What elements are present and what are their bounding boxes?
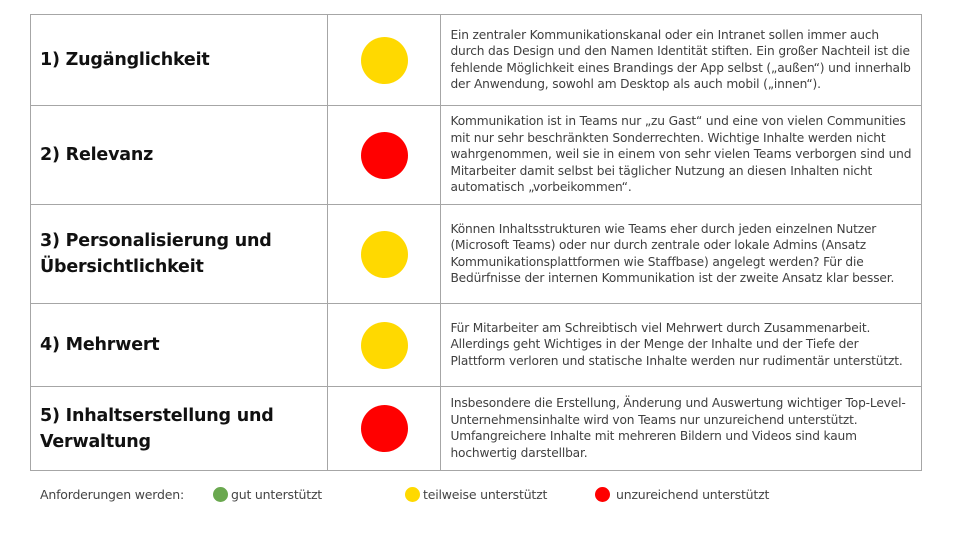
requirement-title-cell: 1) Zugänglichkeit xyxy=(29,14,329,106)
legend-item-label: unzureichend unterstützt xyxy=(616,487,770,502)
status-cell xyxy=(327,105,442,205)
legend-label: Anforderungen werden: xyxy=(40,487,184,502)
yellow-circle-icon xyxy=(405,487,420,502)
legend-item-good: gut unterstützt xyxy=(213,487,322,502)
table-row: 5) Inhaltserstellung und Verwaltung Insb… xyxy=(29,386,922,471)
description-cell: Insbesondere die Erstellung, Änderung un… xyxy=(440,386,922,471)
legend-item-label: teilweise unterstützt xyxy=(423,487,548,502)
table-row: 1) Zugänglichkeit Ein zentraler Kommunik… xyxy=(29,14,922,106)
description-cell: Können Inhaltsstrukturen wie Teams eher … xyxy=(440,204,922,304)
status-cell xyxy=(327,386,442,471)
table-row: 4) Mehrwert Für Mitarbeiter am Schreibti… xyxy=(29,303,922,387)
red-circle-icon xyxy=(595,487,610,502)
requirement-title-cell: 5) Inhaltserstellung und Verwaltung xyxy=(29,386,329,471)
status-cell xyxy=(327,204,442,304)
requirement-description: Kommunikation ist in Teams nur „zu Gast“… xyxy=(450,114,912,195)
requirement-title: 2) Relevanz xyxy=(40,145,154,165)
requirement-title-cell: 2) Relevanz xyxy=(29,105,329,205)
yellow-circle-icon xyxy=(360,230,408,278)
yellow-circle-icon xyxy=(360,36,408,84)
status-cell xyxy=(327,303,442,387)
requirement-title-cell: 3) Personalisierung und Übersichtlichkei… xyxy=(29,204,329,304)
description-cell: Ein zentraler Kommunikationskanal oder e… xyxy=(440,14,922,106)
green-circle-icon xyxy=(213,487,228,502)
requirement-description: Ein zentraler Kommunikationskanal oder e… xyxy=(450,27,911,92)
legend-item-insufficient: unzureichend unterstützt xyxy=(595,487,769,502)
description-cell: Für Mitarbeiter am Schreibtisch viel Meh… xyxy=(440,303,922,387)
requirements-table: 1) Zugänglichkeit Ein zentraler Kommunik… xyxy=(29,14,922,471)
requirement-description: Für Mitarbeiter am Schreibtisch viel Meh… xyxy=(450,320,903,368)
requirement-description: Können Inhaltsstrukturen wie Teams eher … xyxy=(450,221,895,286)
table-row: 2) Relevanz Kommunikation ist in Teams n… xyxy=(29,105,922,205)
yellow-circle-icon xyxy=(360,321,408,369)
red-circle-icon xyxy=(360,405,408,452)
requirement-title-cell: 4) Mehrwert xyxy=(29,303,329,387)
requirement-title: 4) Mehrwert xyxy=(40,335,160,355)
red-circle-icon xyxy=(360,131,408,179)
requirement-title: 5) Inhaltserstellung und Verwaltung xyxy=(40,405,274,452)
table-row: 3) Personalisierung und Übersichtlichkei… xyxy=(29,204,922,304)
legend-item-partial: teilweise unterstützt xyxy=(405,487,547,502)
requirement-title: 3) Personalisierung und Übersichtlichkei… xyxy=(40,231,272,277)
requirement-description: Insbesondere die Erstellung, Änderung un… xyxy=(450,396,906,460)
description-cell: Kommunikation ist in Teams nur „zu Gast“… xyxy=(440,105,922,205)
legend-item-label: gut unterstützt xyxy=(231,487,323,502)
requirement-title: 1) Zugänglichkeit xyxy=(40,50,210,70)
status-cell xyxy=(327,14,442,106)
